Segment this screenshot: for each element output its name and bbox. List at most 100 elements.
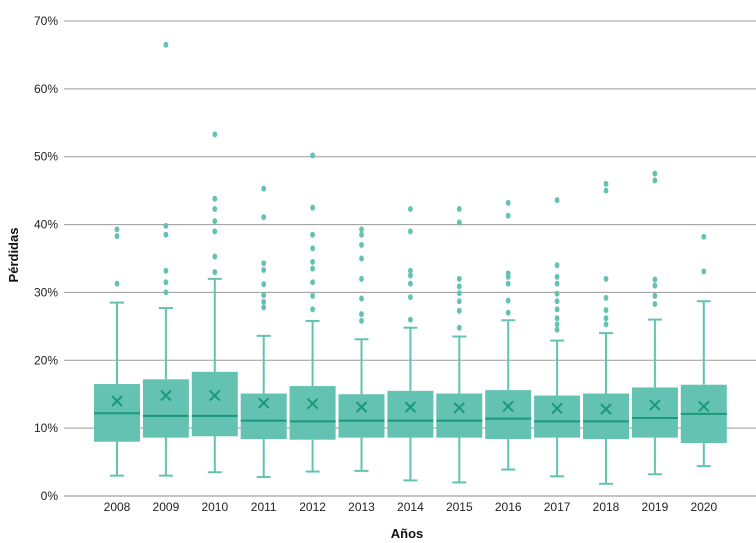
x-tick-label: 2015 xyxy=(446,500,473,514)
outlier-point xyxy=(212,253,218,260)
y-tick-label: 60% xyxy=(34,82,58,96)
outlier-point xyxy=(359,311,364,318)
outlier-point xyxy=(408,228,413,235)
outlier-point xyxy=(505,280,511,287)
outlier-point xyxy=(554,306,560,313)
mean-marker xyxy=(160,389,172,402)
outlier-point xyxy=(310,292,315,299)
x-axis-tick-labels: 2008 2009 2010 2011 2012 2013 2014 2015 2016 2017… xyxy=(104,500,718,514)
mean-marker xyxy=(111,395,123,407)
outlier-point xyxy=(163,222,169,229)
box-iqr xyxy=(289,386,336,440)
mean-marker xyxy=(600,403,612,415)
outlier-point xyxy=(505,309,511,316)
outlier-point xyxy=(114,233,120,240)
outlier-point xyxy=(603,180,609,187)
outlier-point xyxy=(456,307,462,314)
x-tick-label: 2008 xyxy=(104,500,131,514)
outlier-point xyxy=(456,275,462,282)
outlier-point xyxy=(359,317,364,324)
y-tick-label: 40% xyxy=(34,218,58,232)
mean-marker xyxy=(257,397,270,409)
box-group xyxy=(191,131,238,474)
mean-marker xyxy=(551,402,563,415)
y-tick-label: 20% xyxy=(34,353,58,367)
outlier-point xyxy=(652,276,658,283)
y-tick-label: 70% xyxy=(34,14,58,28)
box-group xyxy=(240,185,287,478)
mean-marker xyxy=(404,401,417,413)
outlier-point xyxy=(554,273,560,280)
outlier-point xyxy=(261,185,267,192)
outlier-point xyxy=(359,226,364,233)
box-iqr xyxy=(583,393,629,439)
y-axis-tick-labels: 0% 10% 20% 30% 40% 50% 60% 70% xyxy=(34,14,58,503)
outlier-point xyxy=(163,231,169,238)
outlier-point xyxy=(408,267,413,274)
outlier-point xyxy=(212,218,218,225)
outlier-point xyxy=(456,219,462,226)
outlier-point xyxy=(310,152,315,159)
x-tick-label: 2009 xyxy=(153,500,180,514)
outlier-point xyxy=(408,272,413,279)
outlier-point xyxy=(408,205,413,212)
box-iqr xyxy=(191,371,238,437)
x-axis-title: Años xyxy=(391,526,424,541)
outlier-point xyxy=(310,245,315,252)
outlier-point xyxy=(603,294,609,301)
x-tick-label: 2013 xyxy=(348,500,375,514)
x-tick-label: 2017 xyxy=(544,500,571,514)
outlier-point xyxy=(456,298,462,305)
x-tick-label: 2018 xyxy=(593,500,620,514)
outlier-point xyxy=(212,269,218,276)
outlier-point xyxy=(261,304,267,311)
outlier-point xyxy=(554,280,560,287)
outlier-point xyxy=(603,275,609,282)
box-group xyxy=(436,205,483,484)
y-tick-label: 30% xyxy=(34,285,58,299)
outlier-point xyxy=(554,197,560,204)
mean-marker xyxy=(698,400,710,413)
outlier-point xyxy=(554,321,560,328)
y-tick-label: 50% xyxy=(34,150,58,164)
outlier-point xyxy=(554,315,560,322)
box-iqr xyxy=(338,394,385,438)
outlier-point xyxy=(554,326,560,333)
x-tick-label: 2019 xyxy=(642,500,669,514)
outlier-point xyxy=(310,258,315,265)
outlier-point xyxy=(310,231,315,238)
box-group xyxy=(485,199,532,471)
box-iqr xyxy=(240,393,287,439)
outlier-point xyxy=(359,275,364,282)
y-axis-title: Pérdidas xyxy=(6,228,21,283)
outlier-point xyxy=(163,267,169,274)
outlier-point xyxy=(261,298,267,305)
outlier-point xyxy=(505,212,511,219)
outlier-point xyxy=(261,214,267,221)
outlier-point xyxy=(310,306,315,313)
outlier-point xyxy=(652,170,658,177)
outlier-point xyxy=(456,290,462,297)
outlier-point xyxy=(212,205,218,212)
outlier-point xyxy=(310,265,315,272)
outlier-point xyxy=(261,292,267,299)
mean-marker xyxy=(649,399,661,411)
outlier-point xyxy=(603,307,609,314)
outlier-point xyxy=(603,187,609,194)
outlier-point xyxy=(261,281,267,288)
outlier-point xyxy=(456,283,462,290)
x-tick-label: 2016 xyxy=(495,500,522,514)
outlier-point xyxy=(163,279,169,286)
box-group xyxy=(387,205,434,482)
x-tick-label: 2020 xyxy=(690,500,717,514)
box-iqr xyxy=(436,393,483,438)
outlier-point xyxy=(554,262,560,269)
outlier-point xyxy=(114,280,120,287)
mean-marker xyxy=(306,398,319,410)
outlier-point xyxy=(701,268,707,275)
box-group xyxy=(142,41,189,477)
outlier-point xyxy=(505,297,511,304)
outlier-point xyxy=(603,321,609,328)
y-tick-label: 0% xyxy=(41,489,59,503)
